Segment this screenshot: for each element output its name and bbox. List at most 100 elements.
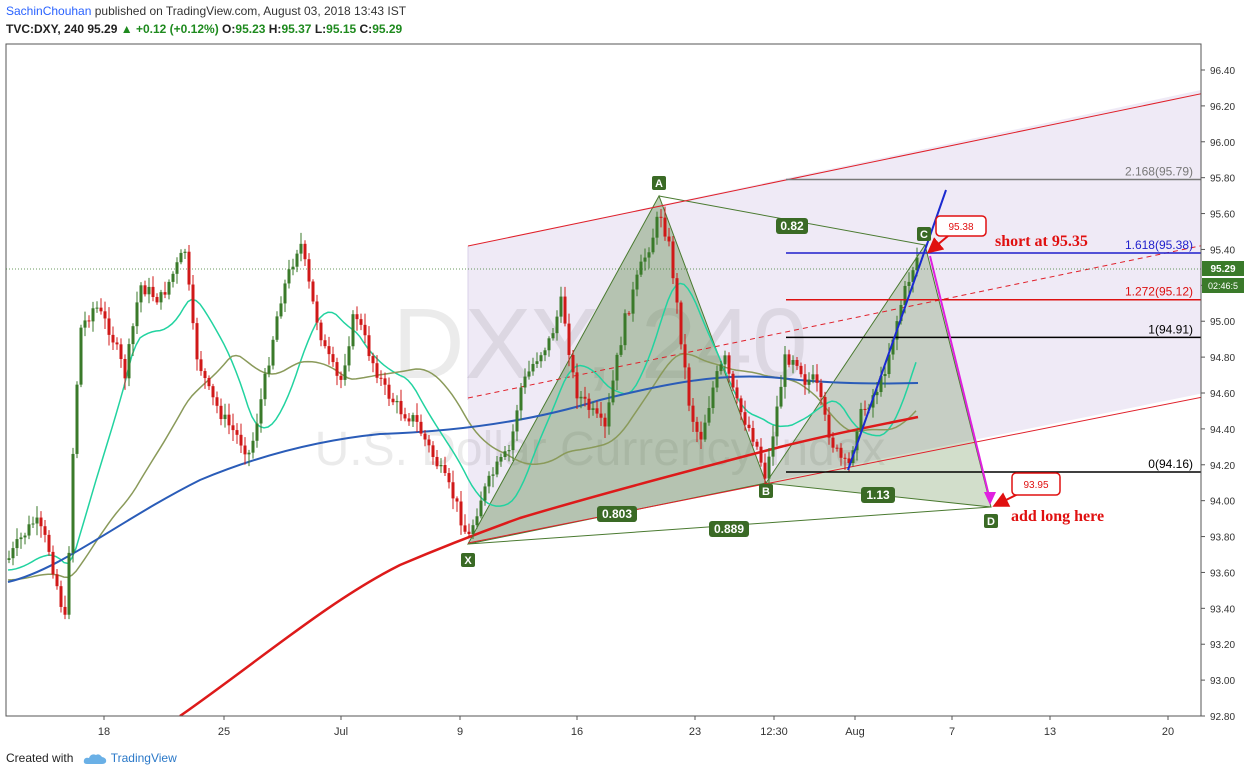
candle-body <box>903 285 907 305</box>
candle-body <box>911 270 915 282</box>
price-tick-label: 92.80 <box>1210 712 1235 723</box>
candle-body <box>751 428 755 442</box>
candle-body <box>859 408 863 432</box>
candle-body <box>503 451 507 458</box>
price-tick-label: 94.60 <box>1210 389 1235 400</box>
candle-body <box>455 498 459 502</box>
candle-body <box>63 606 67 615</box>
candle-body <box>223 414 227 420</box>
candle-body <box>767 456 771 479</box>
candle-body <box>639 261 643 275</box>
candle-body <box>151 286 155 297</box>
candle-body <box>815 374 819 383</box>
tradingview-link[interactable]: TradingView <box>110 751 177 765</box>
time-tick-label: Aug <box>845 726 865 738</box>
candle-body <box>527 371 531 377</box>
candle-body <box>463 525 467 532</box>
candle-body <box>699 431 703 440</box>
candle-body <box>403 414 407 419</box>
candle-body <box>103 311 107 319</box>
candle-body <box>831 437 835 448</box>
candle-body <box>411 415 415 422</box>
open-value: 95.23 <box>235 22 266 36</box>
candle-body <box>163 292 167 295</box>
time-tick-label: 25 <box>218 726 230 738</box>
time-axis[interactable]: 18 25 Jul 9 16 23 12:30 Aug 7 13 20 <box>6 715 1201 738</box>
candle-body <box>655 216 659 238</box>
price-tick-label: 93.80 <box>1210 533 1235 544</box>
candle-body <box>547 338 551 351</box>
candle-body <box>819 382 823 398</box>
price-tick-label: 94.20 <box>1210 461 1235 472</box>
candle-body <box>351 314 355 347</box>
point-a-label: A <box>652 176 666 190</box>
candle-body <box>419 421 423 434</box>
candle-body <box>71 453 75 553</box>
candle-body <box>111 334 115 343</box>
price-tick-label: 93.20 <box>1210 640 1235 651</box>
candle-body <box>227 414 231 426</box>
price-tick-label: 94.80 <box>1210 353 1235 364</box>
candle-body <box>107 318 111 335</box>
candle-body <box>679 302 683 345</box>
candle-body <box>687 367 691 406</box>
candle-body <box>471 525 475 535</box>
price-scale[interactable]: 96.4096.2096.0095.8095.6095.4095.2095.00… <box>1200 44 1244 723</box>
price-tick-label: 95.00 <box>1210 317 1235 328</box>
candle-body <box>623 313 627 346</box>
candle-body <box>67 552 71 615</box>
candle-body <box>915 257 919 271</box>
candle-body <box>183 251 187 253</box>
candle-body <box>155 296 159 303</box>
time-tick-label: Jul <box>334 726 348 738</box>
candle-body <box>531 363 535 372</box>
candle-body <box>855 431 859 451</box>
candle-body <box>207 378 211 387</box>
candle-body <box>11 548 15 559</box>
short-annotation: short at 95.35 <box>995 233 1088 250</box>
watermark-symbol: DXY, 240 <box>392 288 807 400</box>
author-link[interactable]: SachinChouhan <box>6 4 92 18</box>
price-tick-label: 93.00 <box>1210 676 1235 687</box>
last-price-tag-value: 95.29 <box>1210 264 1235 275</box>
low-value: 95.15 <box>326 22 357 36</box>
candle-body <box>579 396 583 399</box>
price-tick-label: 96.40 <box>1210 66 1235 77</box>
ema-fast-line <box>7 282 917 571</box>
candle-body <box>23 535 27 538</box>
candle-body <box>379 377 383 379</box>
candle-body <box>827 414 831 438</box>
candle-body <box>635 274 639 290</box>
candle-body <box>835 447 839 449</box>
candle-body <box>619 345 623 355</box>
candle-body <box>115 342 119 345</box>
candle-body <box>187 251 191 285</box>
time-tick-label: 20 <box>1162 726 1174 738</box>
candle-body <box>643 257 647 262</box>
point-c-label: C <box>917 227 931 241</box>
candle-body <box>603 417 607 427</box>
candle-body <box>243 445 247 455</box>
fib-level-label: 1.618(95.38) <box>1125 238 1193 252</box>
candle-body <box>879 376 883 393</box>
candle-body <box>615 354 619 381</box>
candle-body <box>783 354 787 387</box>
candle-body <box>703 422 707 440</box>
ema-mid-line <box>7 353 917 581</box>
candle-body <box>427 439 431 446</box>
candle-body <box>723 355 727 365</box>
candle-body <box>607 402 611 427</box>
candle-body <box>719 364 723 372</box>
candle-body <box>219 405 223 420</box>
svg-text:C: C <box>920 229 928 241</box>
candle-body <box>407 418 411 422</box>
candle-body <box>539 355 543 362</box>
candle-body <box>863 408 867 410</box>
moving-averages <box>7 282 919 716</box>
candle-body <box>31 523 35 525</box>
candle-body <box>343 365 347 380</box>
callout-short-value: 95.38 <box>948 222 973 233</box>
candle-body <box>295 253 299 267</box>
candle-body <box>299 243 303 254</box>
